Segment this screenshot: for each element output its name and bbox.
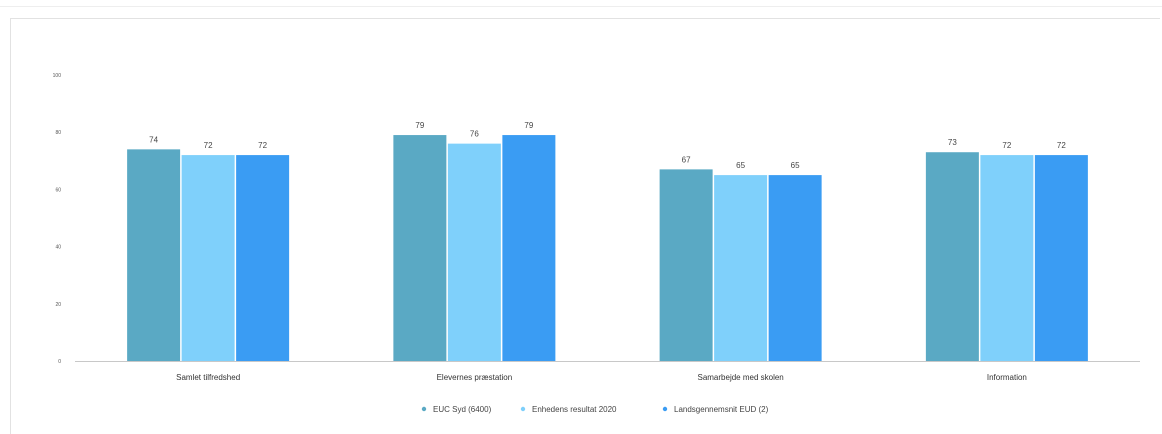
legend: EUC Syd (6400) Enhedens resultat 2020 Land…: [421, 405, 769, 414]
bar: [502, 135, 556, 361]
data-label: 72: [1057, 141, 1066, 150]
data-label: 73: [948, 138, 957, 147]
y-tick-label: 40: [55, 245, 61, 251]
data-label: 72: [258, 141, 267, 150]
data-label: 67: [682, 155, 691, 164]
legend-marker: [421, 406, 427, 412]
bar: [768, 175, 822, 361]
legend-marker: [662, 406, 668, 412]
data-label: 65: [736, 161, 745, 170]
bar: [127, 149, 181, 361]
data-label: 74: [149, 135, 158, 144]
data-label: 76: [470, 130, 479, 139]
top-divider: [0, 6, 1162, 7]
y-tick-label: 60: [55, 187, 61, 193]
x-tick-label: Elevernes præstation: [437, 373, 513, 382]
legend-entry-label: EUC Syd (6400): [433, 405, 492, 414]
x-tick-label: Information: [987, 373, 1027, 382]
axis-layer: 0 20 40 60 80 100: [53, 73, 1140, 365]
bar: [714, 175, 768, 361]
data-label: 72: [204, 141, 213, 150]
bar: [925, 152, 979, 361]
data-label: 65: [791, 161, 800, 170]
bar: [659, 169, 713, 361]
y-tick-label: 0: [58, 359, 61, 365]
bar: [980, 155, 1034, 361]
legend-marker: [520, 406, 526, 412]
bar: [1034, 155, 1088, 361]
y-tick-label: 100: [53, 73, 62, 79]
data-label: 79: [415, 121, 424, 130]
bar: [236, 155, 290, 361]
x-tick-label: Samarbejde med skolen: [697, 373, 783, 382]
bar: [181, 155, 235, 361]
labels-layer: 74 72 72 Samlet tilfredshed 79 76 79 Elevernes …: [149, 121, 1066, 382]
data-label: 72: [1002, 141, 1011, 150]
x-tick-label: Samlet tilfredshed: [176, 373, 240, 382]
bar: [447, 143, 501, 361]
bar: [393, 135, 447, 361]
bars-layer: [127, 135, 1088, 361]
y-tick-label: 20: [55, 302, 61, 308]
legend-entry-label: Landsgennemsnit EUD (2): [674, 405, 769, 414]
legend-entry-label: Enhedens resultat 2020: [532, 405, 617, 414]
data-label: 79: [524, 121, 533, 130]
y-tick-label: 80: [55, 130, 61, 136]
